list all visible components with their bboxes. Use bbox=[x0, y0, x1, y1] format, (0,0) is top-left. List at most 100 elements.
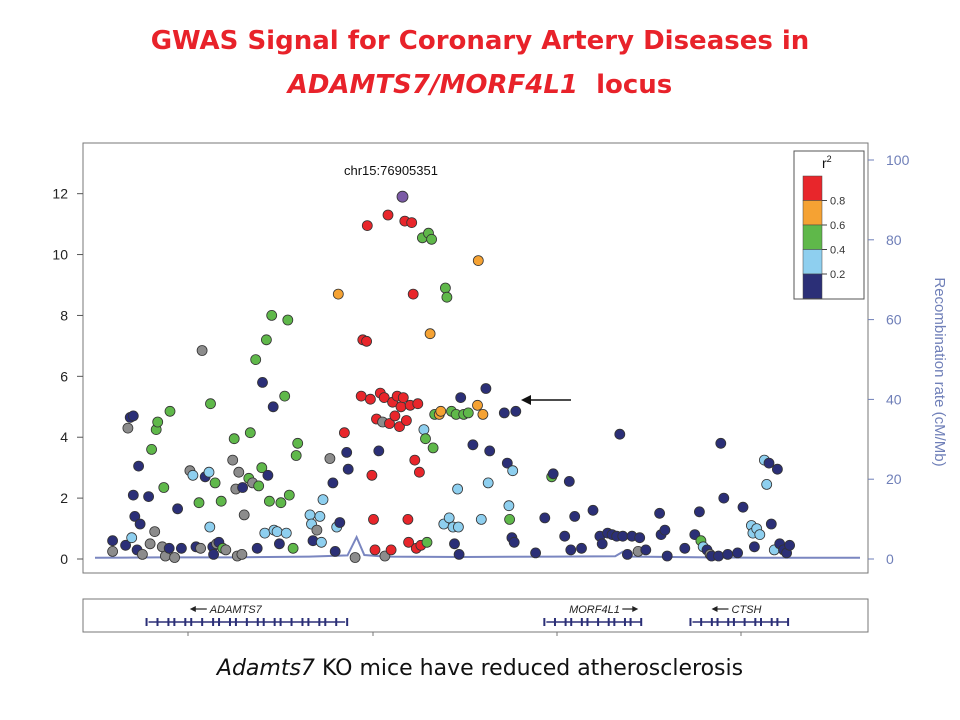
snp-point-156 bbox=[472, 399, 483, 411]
snp-point-135 bbox=[424, 328, 436, 340]
y2-axis-label: Recombination rate (cM/Mb) bbox=[931, 277, 948, 466]
snp-point-2 bbox=[120, 539, 131, 551]
gene-track-frame bbox=[82, 598, 869, 633]
legend-title: r2 bbox=[822, 154, 832, 171]
snp-point-115 bbox=[394, 421, 405, 433]
snp-point-157 bbox=[472, 255, 484, 267]
snp-point-73 bbox=[282, 314, 294, 326]
chart-title-locus: ADAMTS7/MORF4L1 bbox=[287, 70, 578, 100]
snp-point-175 bbox=[559, 530, 571, 542]
snp-point-207 bbox=[718, 492, 730, 504]
snp-point-71 bbox=[279, 390, 291, 402]
snp-point-90 bbox=[334, 517, 346, 528]
snp-point-3 bbox=[122, 422, 134, 434]
legend-label-3: 0.2 bbox=[830, 269, 845, 281]
snp-point-191 bbox=[634, 532, 646, 544]
gene-track-panel: ADAMTS7 MORF4L1 CTSH bbox=[82, 598, 869, 636]
snp-point-162 bbox=[484, 445, 496, 457]
snp-point-39 bbox=[209, 477, 221, 489]
snp-point-89 bbox=[332, 288, 344, 300]
lead-snp-label: chr15:76905351 bbox=[344, 163, 438, 178]
snp-point-69 bbox=[273, 538, 285, 550]
locus-zoom-chart: 0 2 4 6 8 10 12 0 20 40 60 80 100 Recombination rat… bbox=[52, 142, 948, 636]
y-tick-label-0: 0 bbox=[60, 551, 68, 567]
snp-point-215 bbox=[754, 529, 766, 540]
snp-point-44 bbox=[220, 544, 232, 556]
snp-point-62 bbox=[260, 334, 272, 346]
snp-point-213 bbox=[749, 541, 760, 553]
r2-legend: r2 0.8 0.6 0.4 0.2 bbox=[793, 150, 865, 300]
snp-point-195 bbox=[659, 524, 671, 536]
main-plot-panel bbox=[82, 142, 869, 574]
snp-point-225 bbox=[784, 539, 795, 551]
gene-arrowhead-0 bbox=[189, 606, 196, 612]
snp-point-20 bbox=[158, 482, 170, 493]
snp-point-1 bbox=[107, 546, 118, 557]
snp-point-150 bbox=[452, 521, 464, 533]
snp-point-176 bbox=[563, 475, 575, 487]
snp-point-187 bbox=[617, 530, 629, 542]
snp-point-82 bbox=[314, 511, 326, 522]
snp-point-74 bbox=[283, 489, 295, 501]
snp-point-25 bbox=[172, 503, 184, 515]
snp-point-38 bbox=[208, 549, 220, 560]
snp-point-218 bbox=[763, 457, 775, 469]
snp-point-5 bbox=[127, 410, 139, 422]
snp-point-169 bbox=[508, 536, 520, 548]
gene-arrowhead-1 bbox=[632, 606, 639, 612]
snp-point-186 bbox=[614, 428, 626, 440]
snp-point-85 bbox=[324, 453, 336, 464]
snp-point-56 bbox=[250, 354, 262, 366]
snp-point-124 bbox=[407, 288, 419, 300]
snp-point-166 bbox=[504, 514, 516, 525]
snp-point-81 bbox=[311, 524, 323, 536]
snp-point-63 bbox=[262, 469, 274, 481]
snp-points bbox=[107, 190, 795, 563]
snp-point-125 bbox=[409, 454, 421, 466]
snp-point-174 bbox=[547, 468, 559, 480]
snp-point-32 bbox=[196, 345, 208, 356]
snp-point-59 bbox=[256, 462, 268, 474]
snp-point-188 bbox=[622, 549, 633, 560]
snp-point-172 bbox=[539, 512, 551, 524]
snp-point-10 bbox=[133, 460, 145, 472]
snp-point-70 bbox=[275, 497, 287, 509]
y-axis-left: 0 2 4 6 8 10 12 bbox=[52, 186, 83, 567]
snp-point-160 bbox=[480, 383, 492, 394]
gene-label-0: ADAMTS7 bbox=[209, 604, 263, 616]
snp-point-171 bbox=[530, 547, 541, 559]
snp-point-8 bbox=[129, 511, 141, 522]
snp-point-52 bbox=[238, 509, 250, 521]
snp-point-123 bbox=[406, 217, 418, 229]
snp-point-102 bbox=[369, 544, 381, 556]
snp-point-57 bbox=[251, 542, 263, 554]
y2-tick-label-0: 0 bbox=[886, 551, 894, 567]
snp-point-161 bbox=[482, 477, 494, 489]
snp-point-24 bbox=[169, 552, 181, 563]
legend-swatch-2 bbox=[802, 224, 823, 250]
snp-point-217 bbox=[761, 478, 773, 490]
legend-swatch-1 bbox=[802, 200, 823, 226]
annotation-arrow bbox=[521, 395, 571, 405]
chart-title-line2: ADAMTS7/MORF4L1 locus bbox=[0, 68, 960, 102]
snp-point-35 bbox=[204, 521, 216, 533]
snp-point-127 bbox=[412, 398, 424, 410]
snp-point-54 bbox=[244, 427, 256, 439]
snp-point-99 bbox=[364, 393, 376, 405]
snp-point-91 bbox=[338, 427, 350, 439]
snp-point-199 bbox=[694, 506, 705, 518]
snp-point-72 bbox=[280, 527, 292, 539]
snp-point-51 bbox=[237, 482, 249, 493]
snp-point-168 bbox=[507, 465, 519, 477]
snp-point-178 bbox=[569, 511, 581, 522]
snp-point-165 bbox=[503, 500, 515, 512]
snp-point-84 bbox=[317, 494, 329, 506]
snp-point-182 bbox=[596, 538, 608, 550]
snp-point-100 bbox=[366, 469, 378, 481]
snp-point-219 bbox=[765, 518, 777, 530]
snp-point-116 bbox=[395, 401, 407, 413]
gene-arrowhead-2 bbox=[711, 606, 718, 612]
snp-point-110 bbox=[384, 418, 395, 429]
snp-point-34 bbox=[203, 466, 215, 478]
snp-point-154 bbox=[462, 407, 474, 419]
